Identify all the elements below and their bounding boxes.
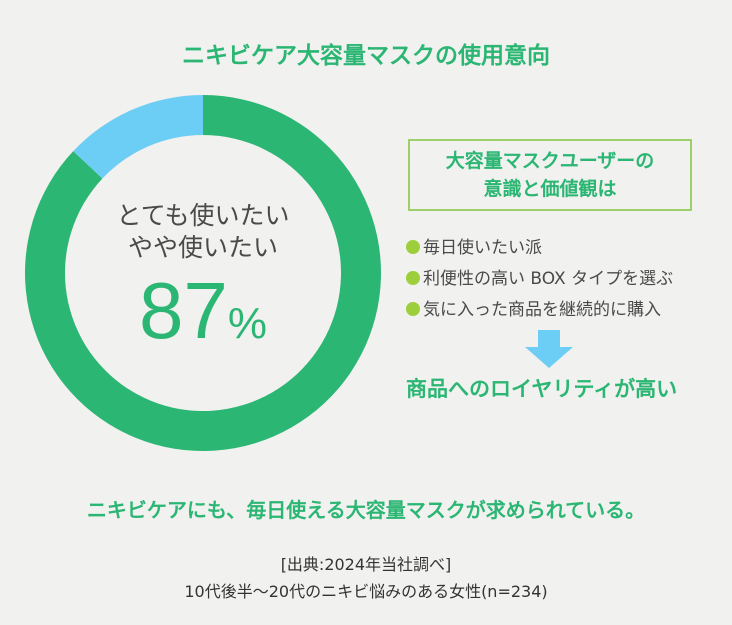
bottom-message: ニキビケアにも、毎日使える大容量マスクが求められている。 [86, 498, 646, 522]
bullet-text: 利便性の高い BOX タイプを選ぶ [423, 269, 674, 289]
conclusion-text: 商品へのロイヤリティが高い [406, 377, 678, 401]
center-label-1: とても使いたい [116, 201, 290, 230]
page-title: ニキビケア大容量マスクの使用意向 [182, 43, 550, 69]
bullet-item: 毎日使いたい派 [406, 233, 542, 258]
bullet-dot-icon [406, 302, 420, 316]
donut-chart [24, 95, 382, 451]
values-box-line2: 意識と価値観は [483, 178, 617, 200]
source-line-2: 10代後半〜20代のニキビ悩みのある女性(n=234) [184, 582, 548, 601]
bullet-item: 利便性の高い BOX タイプを選ぶ [406, 264, 673, 289]
bullet-text: 気に入った商品を継続的に購入 [423, 300, 661, 320]
bullet-item: 気に入った商品を継続的に購入 [406, 295, 661, 320]
donut-slice-1 [73, 95, 203, 179]
center-label-2: やや使いたい [127, 233, 278, 262]
bullet-text: 毎日使いたい派 [423, 238, 542, 258]
down-arrow-icon [525, 330, 573, 368]
center-value-unit: % [227, 299, 268, 348]
center-value: 87% [103, 266, 303, 369]
values-box: 大容量マスクユーザーの 意識と価値観は [408, 139, 692, 211]
values-box-line1: 大容量マスクユーザーの [445, 150, 655, 172]
bullet-dot-icon [406, 240, 420, 254]
source-line-1: [出典:2024年当社調べ] [280, 555, 452, 574]
center-value-number: 87 [138, 266, 228, 355]
bullet-dot-icon [406, 271, 420, 285]
